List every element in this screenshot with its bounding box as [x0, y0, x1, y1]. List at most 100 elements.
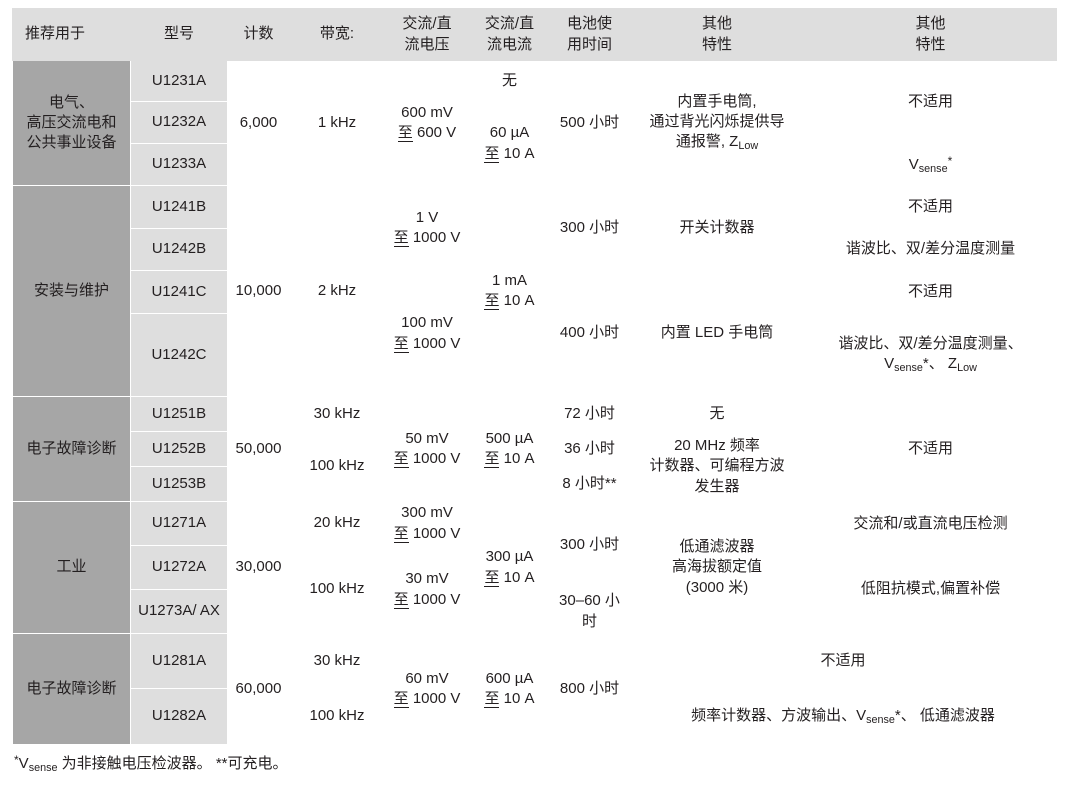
model-cell: U1282A — [130, 688, 228, 745]
voltage-cell: 100 mV 至 1000 V — [384, 270, 470, 397]
category-line: 电气、 — [48, 93, 94, 111]
feature-line: 通过背光闪烁提供导 — [649, 113, 785, 131]
category-line: 电子故障诊断 — [26, 679, 117, 697]
current-max: 10 A — [503, 690, 535, 707]
column-header-model: 型号 — [130, 8, 228, 61]
model-cell: U1252B — [130, 431, 228, 467]
current-cell: 1 mA 至 10 A — [469, 185, 550, 397]
other-features-b-cell: 交流和/或直流电压检测 — [804, 501, 1057, 546]
voltage-line2: 至 1000 V — [388, 334, 466, 354]
model-cell: U1242C — [130, 313, 228, 397]
header-label-line2: 流电压 — [404, 35, 450, 53]
header-label-line2: 用时间 — [566, 35, 612, 53]
header-label: 推荐用于 — [25, 25, 86, 43]
v-sense-symbol: Vsense — [884, 355, 923, 375]
other-features-b-cell: 谐波比、双/差分温度测量 — [804, 228, 1057, 271]
counts-cell: 60,000 — [227, 633, 290, 745]
current-line1: 500 µA — [485, 429, 534, 447]
category-cell-industrial: 工业 — [12, 501, 131, 634]
current-cell-none: 无 — [469, 60, 550, 102]
table-row: 电子故障诊断 U1251B 50,000 30 kHz 50 mV 至 1000… — [12, 396, 1057, 502]
header-label-line1: 交流/直 — [402, 15, 452, 33]
battery-cell: 8 小时** — [549, 466, 630, 502]
v-sense-symbol: Vsense* — [908, 153, 953, 175]
z-low-symbol: ZLow — [729, 133, 759, 153]
model-cell: U1271A — [130, 501, 228, 546]
counts-cell: 30,000 — [227, 501, 290, 634]
zhi-label: 至 — [484, 450, 500, 468]
current-cell: 600 µA 至 10 A — [469, 633, 550, 745]
header-label-line2: 特性 — [701, 35, 732, 53]
footnote-text: 为非接触电压检波器。 **可充电。 — [57, 755, 288, 772]
category-cell-electronic-troubleshooting-2: 电子故障诊断 — [12, 633, 131, 745]
bandwidth-cell: 1 kHz — [289, 60, 385, 186]
column-header-other-features-a: 其他 特性 — [629, 8, 805, 61]
voltage-line2: 至 1000 V — [388, 228, 466, 248]
battery-cell: 800 小时 — [549, 633, 630, 745]
voltage-line2: 至 1000 V — [388, 449, 466, 469]
bandwidth-cell: 100 kHz — [289, 431, 385, 502]
voltage-line2: 至 1000 V — [388, 590, 466, 610]
voltage-max: 1000 V — [412, 590, 461, 608]
feature-line: 谐波比、双/差分温度测量、 — [838, 334, 1023, 352]
table-row: U1241C 100 mV 至 1000 V 400 小时 内置 LED 手电筒… — [13, 270, 1057, 397]
header-label: 计数 — [243, 25, 274, 43]
category-cell-installation-maintenance: 安装与维护 — [12, 185, 131, 397]
other-features-b-cell: 谐波比、双/差分温度测量、 Vsense*、 ZLow — [804, 313, 1057, 397]
voltage-cell: 30 mV 至 1000 V — [384, 545, 470, 634]
category-line: 安装与维护 — [33, 281, 109, 299]
header-label-line2: 特性 — [915, 35, 946, 53]
other-features-a-cell: 无 — [629, 396, 805, 432]
battery-cell: 300 小时 — [549, 501, 630, 590]
column-header-ac-dc-current: 交流/直 流电流 — [469, 8, 550, 61]
feature-line: 20 MHz 频率 — [674, 437, 760, 455]
voltage-cell: 600 mV 至 600 V — [384, 60, 470, 186]
current-line2: 至 10 A — [473, 449, 546, 469]
battery-line2: 时 — [581, 612, 597, 630]
voltage-cell: 60 mV 至 1000 V — [384, 633, 470, 745]
model-cell: U1231A — [130, 60, 228, 102]
bandwidth-cell: 100 kHz — [289, 688, 385, 745]
model-label: U1273A/ AX — [138, 602, 220, 620]
specifications-table-container: 推荐用于 型号 计数 带宽: 交流/直 流电压 交流/直 流电流 电池使 用时间… — [12, 8, 1057, 745]
voltage-max: 600 V — [416, 124, 457, 141]
voltage-cell: 1 V 至 1000 V — [384, 185, 470, 271]
header-label-line1: 电池使 — [566, 15, 612, 33]
other-features-b-cell-vsense: Vsense* — [804, 143, 1057, 186]
voltage-line1: 100 mV — [401, 314, 453, 332]
feature-line: (3000 米) — [685, 578, 749, 596]
header-label-line1: 其他 — [915, 15, 946, 33]
zhi-label: 至 — [393, 690, 409, 708]
other-features-b-cell: 不适用 — [804, 396, 1057, 502]
current-max: 10 A — [503, 144, 535, 162]
category-line: 电子故障诊断 — [26, 439, 117, 457]
feature-line: Vsense*、 ZLow — [808, 354, 1053, 376]
voltage-line2: 至 1000 V — [388, 689, 466, 709]
zhi-label: 至 — [393, 590, 409, 609]
zhi-label: 至 — [484, 144, 500, 163]
battery-cell: 400 小时 — [549, 270, 630, 397]
other-features-a-cell: 内置手电筒, 通过背光闪烁提供导 通报警, ZLow — [629, 60, 805, 186]
other-features-b-cell: 不适用 — [804, 60, 1057, 144]
current-line1: 300 µA — [485, 548, 534, 566]
column-header-battery-life: 电池使 用时间 — [549, 8, 630, 61]
zhi-label: 至 — [397, 124, 413, 142]
model-cell: U1233A — [130, 143, 228, 186]
current-line2: 至 10 A — [473, 568, 546, 588]
feature-line: 高海拔额定值 — [671, 558, 762, 576]
table-row: U1252B 100 kHz 36 小时 20 MHz 频率 计数器、可编程方波… — [13, 431, 1057, 502]
category-cell-electrical: 电气、 高压交流电和 公共事业设备 — [12, 60, 131, 186]
model-cell: U1241B — [130, 185, 228, 229]
voltage-max: 1000 V — [412, 690, 461, 707]
table-row: U1233A Vsense* — [13, 143, 1057, 186]
other-features-b-cell: 低阻抗模式,偏置补偿 — [804, 545, 1057, 634]
voltage-max: 1000 V — [412, 334, 461, 352]
other-features-b-cell: 不适用 — [804, 185, 1057, 229]
bandwidth-cell: 30 kHz — [289, 633, 385, 689]
header-label-line1: 交流/直 — [484, 15, 535, 33]
table-row: U1242C 谐波比、双/差分温度测量、 Vsense*、 ZLow — [13, 313, 1057, 397]
model-cell: U1241C — [130, 270, 228, 314]
current-line1: 600 µA — [485, 669, 534, 687]
feature-line: 内置手电筒, — [677, 92, 757, 110]
voltage-line1: 50 mV — [405, 429, 449, 447]
